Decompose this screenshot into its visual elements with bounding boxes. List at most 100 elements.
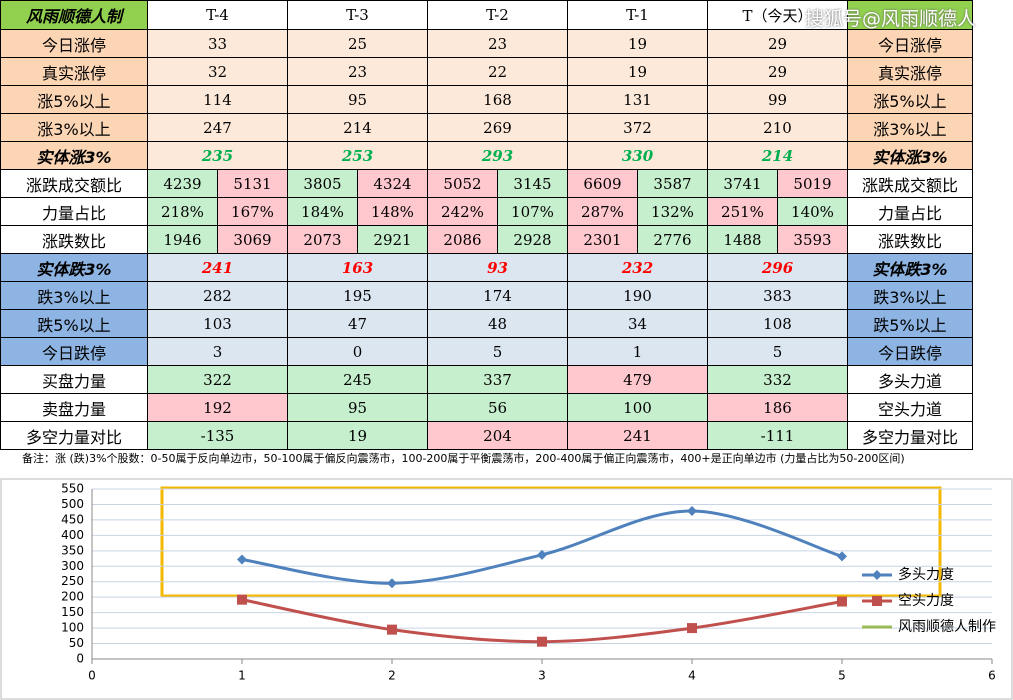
value-cell: -135: [148, 422, 288, 450]
row-label-right: 涨跌数比: [848, 226, 973, 254]
legend-label: 多头力度: [898, 566, 954, 583]
value-cell: 56: [428, 394, 568, 422]
row-label-right: 今日跌停: [848, 338, 973, 366]
point: [237, 594, 247, 605]
note: 备注：涨 (跌)3%个股数：0-50属于反向单边市，50-100属于偏反向震荡市…: [22, 452, 905, 465]
value-cell: 195: [288, 282, 428, 310]
value-cell: 296: [708, 254, 848, 282]
value-cell: 29: [708, 58, 848, 86]
value-cell: 5019: [778, 170, 848, 198]
value-cell: 241: [148, 254, 288, 282]
value-cell: 19: [568, 58, 708, 86]
value-cell: 47: [288, 310, 428, 338]
point: [387, 578, 397, 589]
value-cell: 4239: [148, 170, 218, 198]
value-cell: 33: [148, 30, 288, 58]
row-label-right: 实体跌3%: [848, 254, 973, 282]
value-cell: 235: [148, 142, 288, 170]
value-cell: 293: [428, 142, 568, 170]
value-cell: 3741: [708, 170, 778, 198]
row-label: 今日跌停: [0, 338, 148, 366]
value-cell: 140%: [778, 198, 848, 226]
value-cell: 218%: [148, 198, 218, 226]
x-tick-label: 0: [88, 669, 96, 683]
column-header: T-4: [148, 0, 288, 30]
y-tick-label: 50: [69, 636, 84, 650]
value-cell: 253: [288, 142, 428, 170]
value-cell: 114: [148, 86, 288, 114]
value-cell: 269: [428, 114, 568, 142]
column-header: T-1: [568, 0, 708, 30]
value-cell: 5131: [218, 170, 288, 198]
y-tick-label: 500: [61, 497, 84, 511]
row-label: 跌5%以上: [0, 310, 148, 338]
column-header: T（今天）: [708, 0, 848, 30]
point: [387, 624, 397, 635]
value-cell: 100: [568, 394, 708, 422]
point: [872, 596, 882, 606]
value-cell: 330: [568, 142, 708, 170]
value-cell: 95: [288, 86, 428, 114]
chart-frame: [0, 478, 1013, 700]
row-label: 涨跌成交额比: [0, 170, 148, 198]
value-cell: 2086: [428, 226, 498, 254]
value-cell: 132%: [638, 198, 708, 226]
watermark: 搜狐号@风雨顺德人: [805, 8, 977, 30]
legend-label: 风雨顺德人制作: [898, 619, 996, 635]
value-cell: 5: [708, 338, 848, 366]
row-label: 涨3%以上: [0, 114, 148, 142]
column-header: T-3: [288, 0, 428, 30]
point: [237, 554, 247, 565]
value-cell: 192: [148, 394, 288, 422]
value-cell: 93: [428, 254, 568, 282]
row-label-right: 跌3%以上: [848, 282, 973, 310]
row-label: 卖盘力量: [0, 394, 148, 422]
point: [687, 505, 697, 516]
value-cell: 23: [288, 58, 428, 86]
y-tick-label: 250: [61, 574, 84, 588]
value-cell: 3: [148, 338, 288, 366]
value-cell: -111: [708, 422, 848, 450]
value-cell: 148%: [358, 198, 428, 226]
value-cell: 372: [568, 114, 708, 142]
row-label-right: 涨跌成交额比: [848, 170, 973, 198]
value-cell: 210: [708, 114, 848, 142]
value-cell: 242%: [428, 198, 498, 226]
value-cell: 190: [568, 282, 708, 310]
value-cell: 25: [288, 30, 428, 58]
value-cell: 1946: [148, 226, 218, 254]
point: [687, 623, 697, 634]
value-cell: 2928: [498, 226, 568, 254]
point: [837, 596, 847, 607]
value-cell: 3587: [638, 170, 708, 198]
value-cell: 204: [428, 422, 568, 450]
row-label-right: 真实涨停: [848, 58, 973, 86]
point: [537, 636, 547, 647]
value-cell: 251%: [708, 198, 778, 226]
value-cell: 245: [288, 366, 428, 394]
x-tick-label: 4: [688, 669, 696, 683]
value-cell: 108: [708, 310, 848, 338]
value-cell: 241: [568, 422, 708, 450]
value-cell: 107%: [498, 198, 568, 226]
x-tick-label: 5: [838, 669, 846, 683]
value-cell: 174: [428, 282, 568, 310]
row-label-right: 多头力道: [848, 366, 973, 394]
value-cell: 6609: [568, 170, 638, 198]
value-cell: 232: [568, 254, 708, 282]
value-cell: 282: [148, 282, 288, 310]
y-tick-label: 550: [61, 482, 84, 496]
value-cell: 322: [148, 366, 288, 394]
value-cell: 214: [708, 142, 848, 170]
row-label-right: 今日涨停: [848, 30, 973, 58]
value-cell: 34: [568, 310, 708, 338]
value-cell: 3145: [498, 170, 568, 198]
y-tick-label: 400: [61, 528, 84, 542]
value-cell: 5: [428, 338, 568, 366]
value-cell: 167%: [218, 198, 288, 226]
column-header: T-2: [428, 0, 568, 30]
value-cell: 99: [708, 86, 848, 114]
x-tick-label: 3: [538, 669, 546, 683]
value-cell: 48: [428, 310, 568, 338]
